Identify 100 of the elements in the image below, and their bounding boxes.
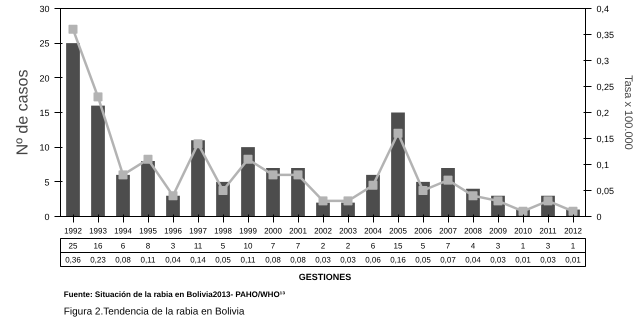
point — [318, 196, 328, 206]
y2-axis-title: Tasa x 100.000 — [622, 75, 634, 150]
data-label: 4 — [470, 242, 476, 250]
data-label: 10 — [244, 242, 253, 250]
data-label: 16 — [94, 242, 103, 250]
point — [544, 196, 552, 206]
data-label: 0,03 — [490, 256, 506, 264]
bar — [141, 161, 155, 216]
point — [344, 196, 352, 206]
data-label: 15 — [394, 242, 403, 250]
x-tick-label: 2012 — [564, 226, 582, 236]
x-tick-label: 1994 — [114, 226, 132, 236]
point — [518, 206, 528, 216]
x-tick-label: 1995 — [139, 226, 158, 236]
point — [418, 186, 428, 195]
y-tick-label: 15 — [39, 108, 50, 118]
x-tick-label: 2008 — [464, 226, 482, 236]
bar — [241, 147, 255, 216]
data-label: 0,16 — [390, 256, 406, 264]
point — [144, 154, 152, 164]
data-label: 5 — [220, 242, 226, 250]
data-label: 7 — [270, 242, 276, 250]
data-label: 0,14 — [190, 256, 206, 264]
data-label: 3 — [170, 242, 176, 250]
x-tick-label: 1996 — [164, 226, 182, 236]
y-tick-label: 30 — [39, 4, 50, 14]
x-tick-label: 2000 — [264, 226, 282, 236]
x-tick-label: 2010 — [514, 226, 532, 236]
data-label: 0,03 — [315, 256, 332, 264]
data-label: 0,07 — [440, 256, 456, 264]
x-tick-label: 2011 — [539, 226, 558, 236]
y-tick-label: 0 — [44, 212, 50, 222]
data-label: 0,11 — [140, 256, 156, 264]
y2-tick-label: 0,05 — [596, 186, 614, 196]
y2-tick-label: 0,4 — [596, 4, 610, 14]
data-label: 0,03 — [340, 256, 356, 264]
point — [394, 128, 402, 138]
data-label: 6 — [370, 242, 376, 250]
data-label: 5 — [420, 242, 426, 250]
y2-tick-label: 0,1 — [596, 160, 610, 170]
y-tick-label: 25 — [39, 38, 50, 49]
data-label: 0,03 — [540, 256, 556, 264]
x-tick-label: 2002 — [314, 226, 332, 236]
x-tick-label: 2001 — [289, 226, 308, 236]
y2-tick-label: 0,3 — [596, 56, 610, 66]
point — [194, 139, 202, 148]
x-tick-label: 2006 — [414, 226, 432, 236]
x-tick-label: 1992 — [64, 226, 82, 236]
data-label: 7 — [446, 242, 451, 250]
bar — [91, 106, 105, 216]
data-label: 8 — [146, 242, 151, 250]
point — [218, 186, 228, 195]
y2-tick-label: 0,15 — [596, 134, 614, 144]
data-label: 0,08 — [115, 256, 132, 264]
data-label: 2 — [346, 242, 351, 250]
data-label: 0,04 — [165, 256, 182, 264]
data-label: 0,05 — [215, 256, 232, 264]
point — [94, 92, 102, 102]
point — [494, 196, 502, 206]
data-label: 0,06 — [365, 256, 382, 264]
data-label: 1 — [570, 242, 576, 250]
point — [468, 191, 478, 200]
x-tick-label: 2009 — [489, 226, 508, 236]
data-label: 0,01 — [515, 256, 532, 264]
point — [268, 170, 278, 180]
x-tick-label: 2003 — [339, 226, 358, 236]
x-axis-title: GESTIONES — [298, 272, 352, 282]
data-label: 2 — [320, 242, 326, 250]
data-label: 6 — [120, 242, 126, 250]
data-label: 0,05 — [415, 256, 432, 264]
point — [168, 191, 178, 200]
x-tick-label: 2007 — [439, 226, 458, 236]
x-tick-label: 1998 — [214, 226, 232, 236]
y-axis-title: Nº de casos — [14, 70, 32, 156]
data-label: 3 — [496, 242, 501, 250]
data-label: 0,04 — [465, 256, 482, 264]
data-label: 0,23 — [90, 256, 106, 264]
y-tick-label: 20 — [39, 73, 50, 84]
x-tick-label: 1999 — [239, 226, 258, 236]
point — [118, 170, 128, 180]
data-label: 3 — [546, 242, 551, 250]
point — [368, 180, 378, 190]
bar — [116, 174, 130, 216]
bar — [66, 43, 80, 216]
point — [568, 206, 578, 216]
point — [244, 154, 252, 164]
point — [68, 24, 78, 34]
data-label: 0,01 — [565, 256, 582, 264]
data-label: 7 — [296, 242, 301, 250]
point — [294, 170, 302, 180]
point — [444, 176, 452, 185]
data-label: 11 — [194, 242, 203, 250]
y2-tick-label: 0,2 — [596, 108, 610, 118]
data-label: 1 — [520, 242, 526, 250]
x-tick-label: 1993 — [89, 226, 108, 236]
y2-tick-label: 0,35 — [596, 30, 614, 40]
x-tick-label: 2005 — [389, 226, 408, 236]
data-label: 0,11 — [240, 256, 256, 264]
data-label: 25 — [68, 242, 78, 250]
data-label: 0,36 — [65, 256, 82, 264]
